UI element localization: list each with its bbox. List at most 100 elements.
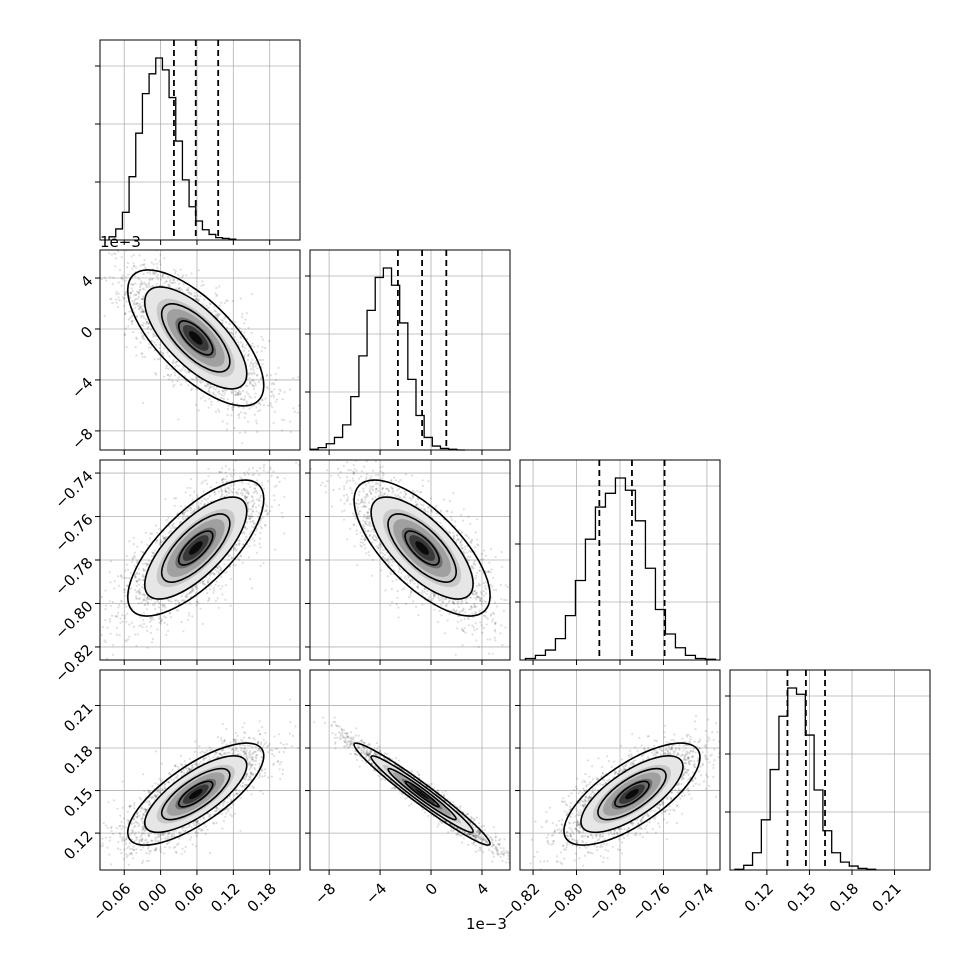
scatter-point	[207, 390, 210, 393]
scatter-point	[163, 257, 166, 260]
scatter-point	[246, 521, 249, 524]
scatter-point	[123, 576, 126, 580]
scatter-point	[241, 494, 244, 497]
scatter-point	[245, 527, 248, 531]
scatter-point	[125, 640, 128, 643]
scatter-point	[138, 592, 141, 596]
scatter-point	[257, 515, 260, 519]
scatter-point	[231, 391, 234, 395]
scatter-point	[252, 380, 255, 383]
scatter-point	[199, 381, 202, 384]
scatter-point	[252, 491, 255, 494]
scatter-point	[243, 331, 246, 334]
scatter-point	[160, 618, 164, 621]
scatter-point	[173, 268, 176, 271]
scatter-point	[276, 476, 279, 479]
scatter-point	[186, 595, 189, 598]
scatter-point	[141, 573, 144, 576]
scatter-point	[167, 516, 170, 520]
scatter-point	[163, 621, 166, 625]
scatter-point	[109, 275, 112, 279]
scatter-point	[146, 595, 149, 599]
scatter-point	[92, 306, 94, 308]
scatter-point	[261, 398, 264, 401]
scatter-point	[111, 653, 115, 656]
scatter-point	[130, 621, 134, 624]
scatter-point	[128, 635, 131, 638]
scatter-point	[144, 322, 148, 325]
scatter-point	[149, 272, 152, 275]
scatter-point	[258, 511, 261, 515]
scatter-point	[123, 334, 126, 337]
scatter-point	[218, 565, 222, 569]
scatter-point	[204, 479, 207, 482]
scatter-point	[138, 288, 142, 291]
scatter-point	[149, 278, 152, 281]
scatter-point	[240, 555, 243, 558]
scatter-point	[251, 362, 255, 365]
scatter-point	[201, 582, 205, 585]
scatter-point	[213, 491, 216, 494]
scatter-point	[188, 291, 191, 294]
scatter-point	[130, 320, 134, 324]
scatter-point	[175, 497, 178, 500]
scatter-point	[131, 319, 134, 322]
scatter-point	[246, 490, 250, 494]
scatter-point	[253, 539, 256, 542]
scatter-point	[114, 615, 117, 618]
scatter-point	[201, 580, 204, 583]
scatter-point	[171, 524, 174, 527]
scatter-point	[216, 314, 219, 317]
scatter-point	[215, 294, 218, 298]
scatter-point	[139, 282, 142, 285]
scatter-point	[140, 624, 143, 627]
scatter-point	[257, 402, 261, 405]
scatter-point	[142, 551, 145, 554]
scatter-point	[196, 586, 199, 590]
scatter-point	[140, 307, 143, 310]
scatter-point	[202, 580, 205, 583]
scatter-point	[130, 255, 133, 258]
scatter-point	[214, 599, 217, 603]
scatter-point	[155, 539, 158, 542]
scatter-point	[131, 267, 134, 270]
scatter-point	[226, 398, 229, 401]
scatter-point	[142, 578, 145, 582]
scatter-point	[256, 527, 259, 530]
scatter-point	[140, 305, 143, 308]
scatter-point	[272, 395, 275, 398]
scatter-point	[177, 609, 180, 612]
scatter-point	[138, 304, 141, 307]
scatter-point	[222, 482, 225, 485]
scatter-point	[160, 619, 163, 623]
scatter-point	[236, 393, 239, 396]
scatter-point	[177, 376, 180, 379]
scatter-point	[144, 562, 147, 565]
scatter-point	[93, 272, 95, 274]
scatter-point	[259, 520, 262, 523]
scatter-point	[138, 572, 141, 576]
scatter-point	[100, 633, 103, 636]
scatter-point	[148, 342, 151, 345]
scatter-point	[191, 387, 194, 390]
scatter-point	[117, 250, 120, 253]
scatter-point	[115, 293, 118, 296]
scatter-point	[117, 281, 120, 284]
scatter-point	[180, 288, 183, 291]
scatter-point	[218, 304, 221, 307]
scatter-point	[237, 393, 240, 396]
scatter-point	[154, 608, 157, 611]
scatter-point	[150, 616, 153, 619]
scatter-point	[270, 505, 273, 508]
scatter-point	[181, 274, 185, 277]
scatter-point	[236, 393, 239, 396]
scatter-point	[234, 332, 237, 335]
scatter-point	[207, 387, 211, 390]
scatter-point	[142, 599, 145, 602]
scatter-point	[115, 290, 118, 293]
scatter-point	[237, 557, 240, 560]
scatter-point	[137, 291, 141, 294]
scatter-point	[158, 343, 161, 346]
scatter-point	[150, 261, 153, 264]
scatter-point	[220, 318, 223, 322]
